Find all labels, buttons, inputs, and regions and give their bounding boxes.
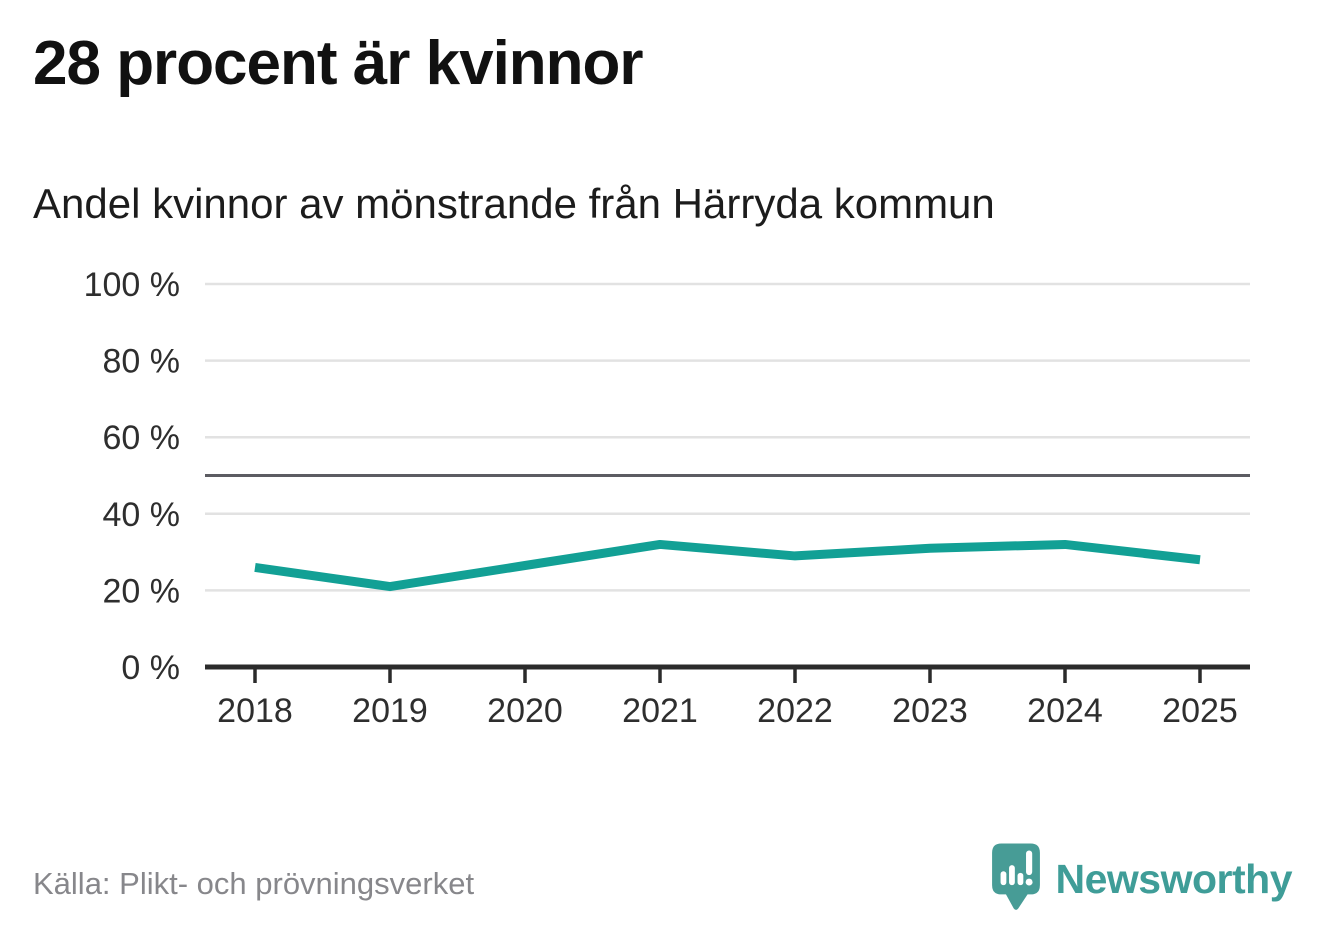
- y-tick-label-80: 80 %: [103, 343, 181, 381]
- x-tick-label-2019: 2019: [352, 692, 428, 730]
- x-tick-label-2021: 2021: [622, 692, 698, 730]
- x-tick-label-2023: 2023: [892, 692, 968, 730]
- chart-subtitle: Andel kvinnor av mönstrande från Härryda…: [33, 180, 995, 227]
- x-tick-label-2024: 2024: [1027, 692, 1103, 730]
- x-tick-label-2018: 2018: [217, 692, 293, 730]
- logo-bar-2: [1008, 865, 1015, 886]
- x-tick-label-2022: 2022: [757, 692, 833, 730]
- y-tick-label-40: 40 %: [103, 496, 181, 534]
- logo-bar-1: [1000, 871, 1006, 886]
- data-line-andel-kvinnor: [254, 539, 1201, 592]
- source-caption: Källa: Plikt- och prövningsverket: [33, 866, 475, 901]
- y-tick-label-60: 60 %: [103, 419, 181, 457]
- newsworthy-logo-icon: [991, 843, 1040, 910]
- logo-exclamation-dot: [1025, 878, 1033, 886]
- chart-title: 28 procent är kvinnor: [33, 29, 644, 98]
- y-tick-label-20: 20 %: [103, 572, 181, 610]
- newsworthy-wordmark: Newsworthy: [1055, 855, 1293, 902]
- logo-exclamation-bar: [1025, 850, 1032, 876]
- y-tick-label-100: 100 %: [84, 266, 180, 304]
- y-tick-label-0: 0 %: [121, 649, 180, 687]
- x-tick-label-2025: 2025: [1162, 692, 1238, 730]
- x-tick-label-2020: 2020: [487, 692, 563, 730]
- newsworthy-brand: Newsworthy: [989, 840, 1293, 918]
- logo-bar-3: [1017, 872, 1023, 886]
- logo-bubble-shape: [991, 843, 1040, 910]
